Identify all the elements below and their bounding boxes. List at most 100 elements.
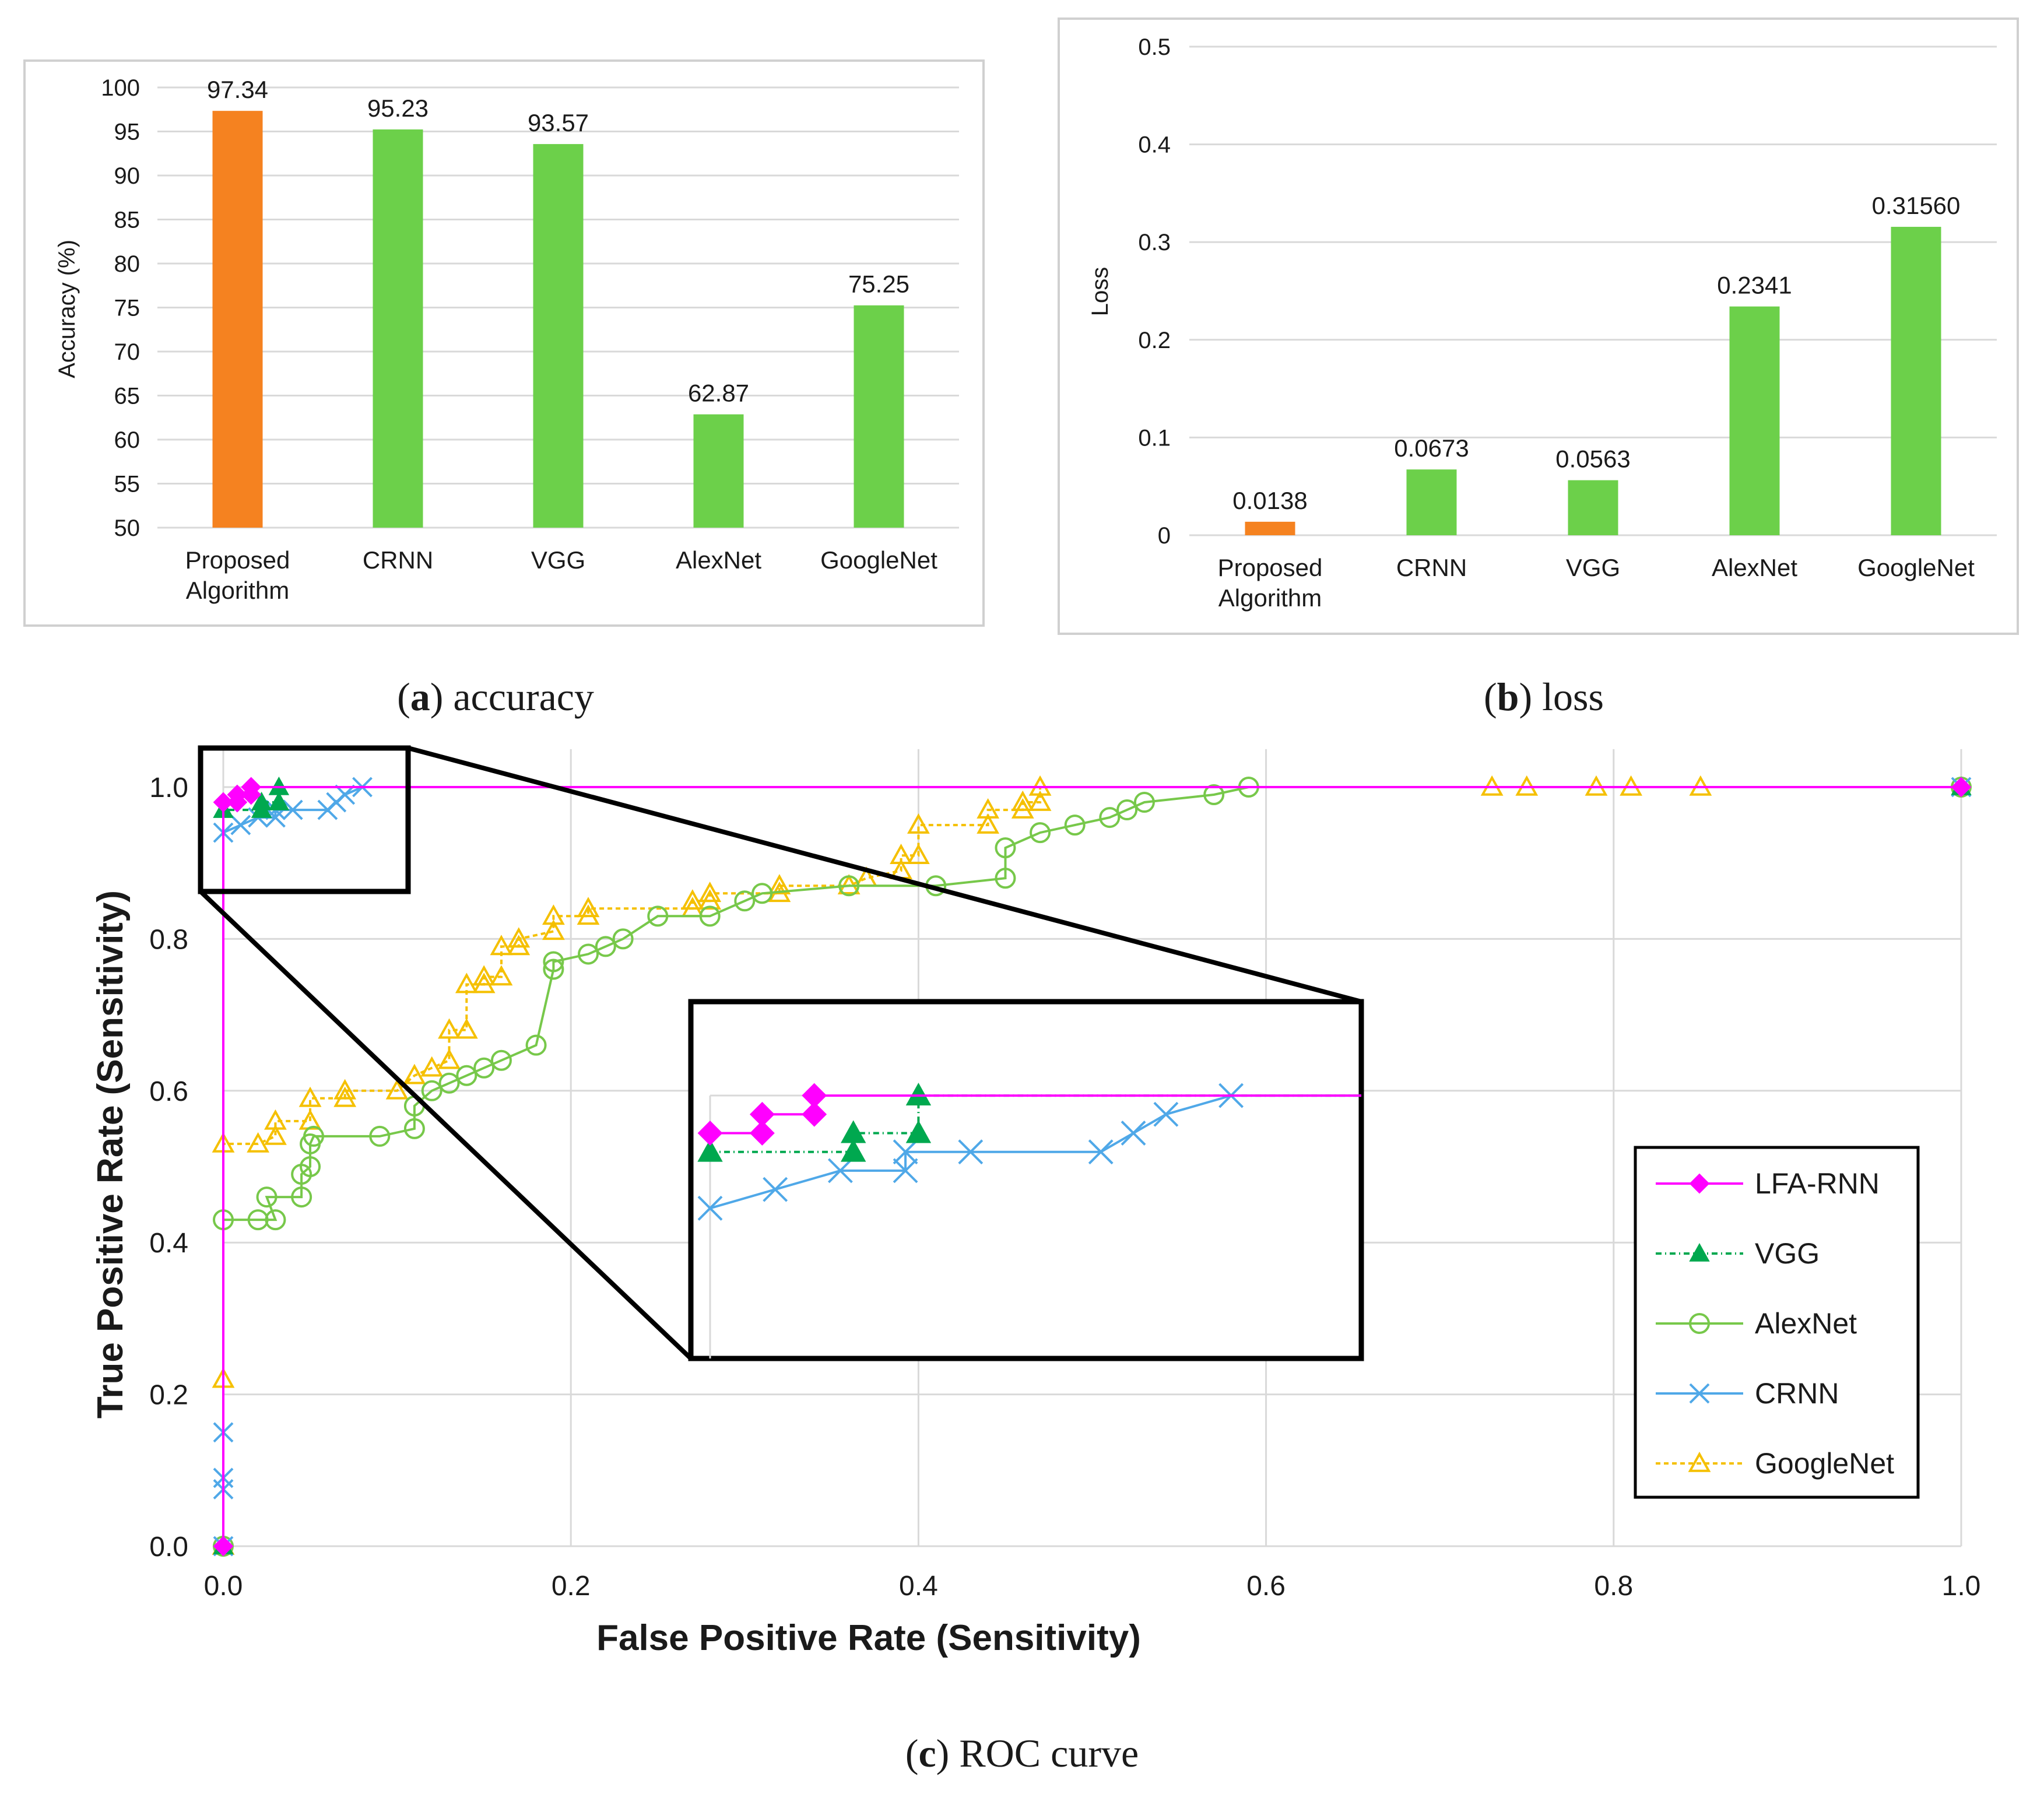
open-triangle-marker (490, 965, 513, 986)
open-triangle-marker (681, 889, 704, 910)
circle-marker (699, 905, 721, 927)
roc-y-tick-label: 0.8 (149, 924, 188, 955)
legend-label: VGG (1755, 1237, 1820, 1270)
y-tick-label: 0.4 (1138, 132, 1171, 158)
open-triangle-marker (455, 973, 478, 993)
caption-b: (b) loss (1484, 675, 1604, 719)
open-triangle-marker (472, 965, 496, 986)
x-marker (763, 1177, 788, 1202)
bar-2 (1406, 469, 1457, 535)
y-tick-label: 75 (114, 296, 141, 321)
circle-marker (256, 1186, 278, 1208)
open-triangle-marker (420, 1056, 444, 1077)
triangle-marker (268, 791, 290, 810)
open-triangle-marker (455, 1018, 478, 1039)
category-label: Proposed Algorithm (185, 546, 290, 604)
bar-value-label: 0.2341 (1717, 272, 1792, 299)
roc-y-tick-label: 0.0 (149, 1532, 188, 1563)
x-marker (697, 1195, 723, 1221)
diamond-marker (1689, 1173, 1710, 1194)
legend-item-googlenet: GoogleNet (1656, 1447, 1894, 1480)
circle-marker (578, 943, 599, 965)
category-label: GoogleNet (1857, 554, 1975, 581)
zoom-source-box (198, 745, 411, 894)
category-label: Proposed Algorithm (1218, 554, 1323, 612)
open-triangle-marker (247, 1132, 270, 1153)
circle-marker (303, 1125, 325, 1147)
roc-series-lfa (213, 777, 1972, 1557)
diamond-marker (213, 1536, 234, 1557)
legend-item-alexnet: AlexNet (1656, 1307, 1857, 1340)
caption-c-letter: c (918, 1731, 936, 1775)
circle-marker (300, 1156, 321, 1177)
open-triangle-marker (907, 844, 930, 864)
legend-item-vgg: VGG (1656, 1237, 1820, 1270)
category-label: AlexNet (676, 546, 761, 574)
bar-4 (693, 414, 744, 528)
legend-item-crnn: CRNN (1656, 1377, 1839, 1410)
circle-marker (421, 1080, 442, 1101)
open-triangle-marker (298, 1086, 322, 1107)
accuracy-y-axis-label: Accuracy (%) (54, 240, 80, 378)
category-label: AlexNet (1712, 554, 1797, 581)
category-label: CRNN (363, 546, 433, 574)
y-tick-label: 65 (114, 384, 141, 409)
roc-x-tick-label: 1.0 (1942, 1571, 1981, 1602)
y-tick-label: 0.1 (1138, 425, 1171, 451)
y-tick-label: 70 (114, 339, 141, 365)
roc-line-alexnet (222, 786, 1961, 1546)
bar-value-label: 0.0673 (1394, 434, 1469, 462)
x-marker (958, 1139, 984, 1165)
circle-marker (1133, 792, 1155, 813)
x-marker (282, 799, 303, 820)
bar-5 (854, 305, 904, 528)
roc-y-axis-label: True Positive Rate (Sensitivity) (90, 890, 131, 1419)
caption-b-letter: b (1497, 675, 1519, 719)
triangle-marker (841, 1120, 866, 1143)
circle-marker (595, 936, 616, 957)
open-triangle-marker (890, 844, 912, 864)
bar-3 (533, 144, 584, 528)
open-triangle-marker (1011, 790, 1034, 811)
open-triangle-marker (438, 1048, 461, 1069)
caption-a-text: accuracy (443, 675, 594, 719)
bar-value-label: 97.34 (207, 76, 268, 103)
roc-x-tick-label: 0.4 (899, 1571, 938, 1602)
caption-c-text: ROC curve (949, 1731, 1139, 1775)
x-marker (1088, 1139, 1114, 1165)
y-tick-label: 85 (114, 208, 141, 233)
x-marker (1121, 1121, 1146, 1146)
x-marker (335, 784, 356, 805)
category-label: VGG (1566, 554, 1620, 581)
x-marker (827, 1158, 853, 1184)
diamond-marker (749, 1101, 775, 1127)
diamond-marker (1951, 777, 1972, 798)
roc-y-tick-label: 0.6 (149, 1076, 188, 1107)
open-triangle-marker (1688, 1451, 1711, 1472)
category-label: GoogleNet (820, 546, 937, 574)
x-marker (230, 815, 251, 835)
open-triangle-marker (438, 1018, 461, 1039)
y-tick-label: 0.3 (1138, 230, 1171, 255)
x-marker (1153, 1101, 1179, 1127)
circle-marker (456, 1065, 477, 1086)
legend-label: GoogleNet (1755, 1447, 1894, 1480)
circle-marker (995, 868, 1016, 889)
roc-chart: 0.0 0.0 0.2 0.2 0.4 0.4 0.6 0.6 0.8 0.8 1.0 1.0 Fal… (90, 745, 1981, 1658)
bar-4 (1729, 306, 1780, 535)
circle-marker (1099, 807, 1121, 828)
diamond-marker (802, 1101, 827, 1127)
caption-b-text: loss (1532, 675, 1604, 719)
y-tick-label: 0.5 (1138, 34, 1171, 60)
circle-marker (995, 837, 1016, 859)
bar-2 (373, 129, 423, 528)
loss-y-axis-label: Loss (1087, 267, 1113, 317)
roc-y-tick-label: 0.4 (149, 1228, 188, 1259)
triangle-marker (905, 1082, 932, 1106)
open-triangle-marker (507, 927, 531, 948)
circle-marker (1203, 784, 1225, 806)
open-triangle-marker (907, 813, 930, 834)
circle-marker (1030, 822, 1051, 844)
circle-marker (369, 1125, 391, 1147)
